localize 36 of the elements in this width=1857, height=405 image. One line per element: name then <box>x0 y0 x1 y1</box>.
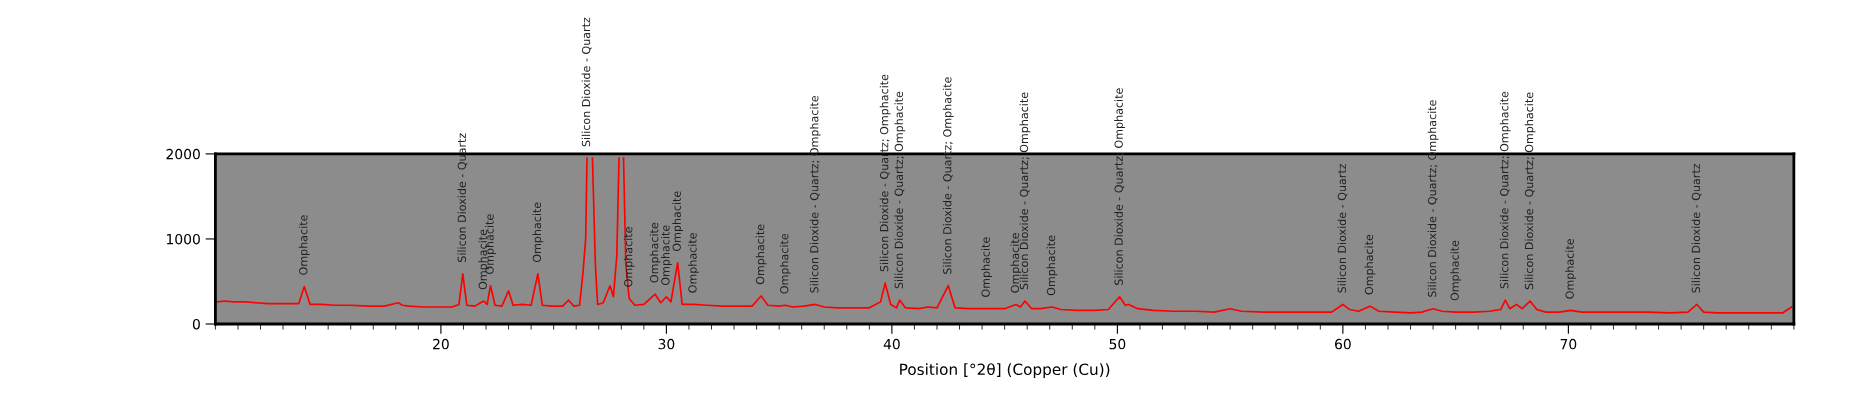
annotation: Omphacite <box>661 225 672 286</box>
annotation: Silicon Dioxide - Quartz; Omphacite <box>1524 92 1536 290</box>
annotation: Silicon Dioxide - Quartz; Omphacite <box>1427 100 1439 297</box>
annotation: Silicon Dioxide - Quartz <box>1691 163 1702 293</box>
annotation: Omphacite <box>688 233 699 293</box>
annotation: Omphacite <box>623 227 635 287</box>
y-tick-label: 2000 <box>166 148 200 160</box>
annotation: Omphacite <box>1450 240 1461 301</box>
annotation: Silicon Dioxide - Quartz; Omphacite <box>942 77 954 274</box>
annotation: Silicon Dioxide - Quartz; Omphacite <box>809 95 821 293</box>
x-tick-label: 20 <box>433 338 449 350</box>
annotation: Omphacite <box>298 215 310 275</box>
annotation: Omphacite <box>1364 234 1376 295</box>
y-tick-label: 0 <box>192 318 200 330</box>
x-axis-title: Position [°2θ] (Copper (Cu)) <box>900 363 1110 379</box>
x-tick-label: 50 <box>1109 338 1126 350</box>
annotation: Omphacite <box>649 222 661 283</box>
annotation: Omphacite <box>755 224 767 285</box>
annotation: Omphacite <box>532 202 544 263</box>
annotation: Silicon Dioxide - Quartz; Omphacite <box>894 91 906 289</box>
annotation: Silicon Dioxide - Quartz; Omphacite <box>1499 91 1511 289</box>
annotation: Silicon Dioxide - Quartz <box>581 17 592 147</box>
annotation: Omphacite <box>779 233 791 294</box>
x-tick-label: 60 <box>1335 338 1351 350</box>
annotation: Omphacite <box>1046 235 1058 296</box>
annotation: Omphacite <box>1565 239 1576 299</box>
annotation: Silicon Dioxide - Quartz <box>457 133 468 262</box>
annotation: Silicon Dioxide - Quartz; Omphacite <box>879 74 891 272</box>
x-tick-label: 40 <box>883 338 900 350</box>
y-tick-label: 1000 <box>167 233 200 245</box>
annotation: Silicon Dioxide - Quartz <box>1337 163 1348 293</box>
x-tick-label: 30 <box>658 338 675 350</box>
x-tick-label: 70 <box>1560 338 1577 350</box>
annotation: Silicon Dioxide - Quartz; Omphacite <box>1114 88 1126 285</box>
annotation: Omphacite <box>981 237 992 297</box>
annotation: Omphacite <box>672 191 684 252</box>
